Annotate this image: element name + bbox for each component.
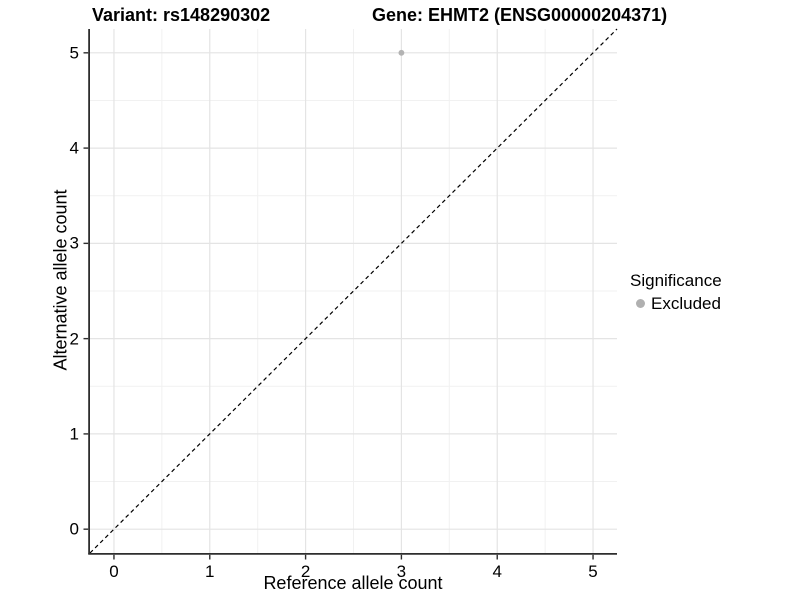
x-tick-label: 3 [396, 562, 407, 581]
x-tick-label: 4 [492, 562, 502, 581]
excluded-point-icon [636, 299, 645, 308]
plot-title-variant: Variant: rs148290302 [92, 5, 271, 25]
data-point [398, 49, 405, 56]
x-tick-label: 5 [588, 562, 598, 581]
legend-entry-label: Excluded [651, 294, 721, 313]
y-tick-label: 4 [69, 138, 79, 158]
legend: Significance Excluded [630, 271, 722, 313]
y-tick-label: 0 [69, 519, 79, 539]
x-tick-label: 0 [109, 562, 119, 581]
y-tick-label: 2 [69, 329, 79, 349]
plot-title-gene: Gene: EHMT2 (ENSG00000204371) [372, 5, 668, 25]
x-axis-title: Reference allele count [263, 573, 443, 593]
legend-entry-excluded: Excluded [630, 294, 722, 313]
identity-reference-line [89, 28, 618, 554]
y-tick-label: 1 [69, 424, 79, 444]
legend-title: Significance [630, 271, 722, 290]
x-tick-label: 1 [205, 562, 215, 581]
y-tick-label: 5 [69, 43, 79, 63]
x-tick-label: 2 [300, 562, 311, 581]
y-tick-label: 3 [69, 233, 79, 253]
